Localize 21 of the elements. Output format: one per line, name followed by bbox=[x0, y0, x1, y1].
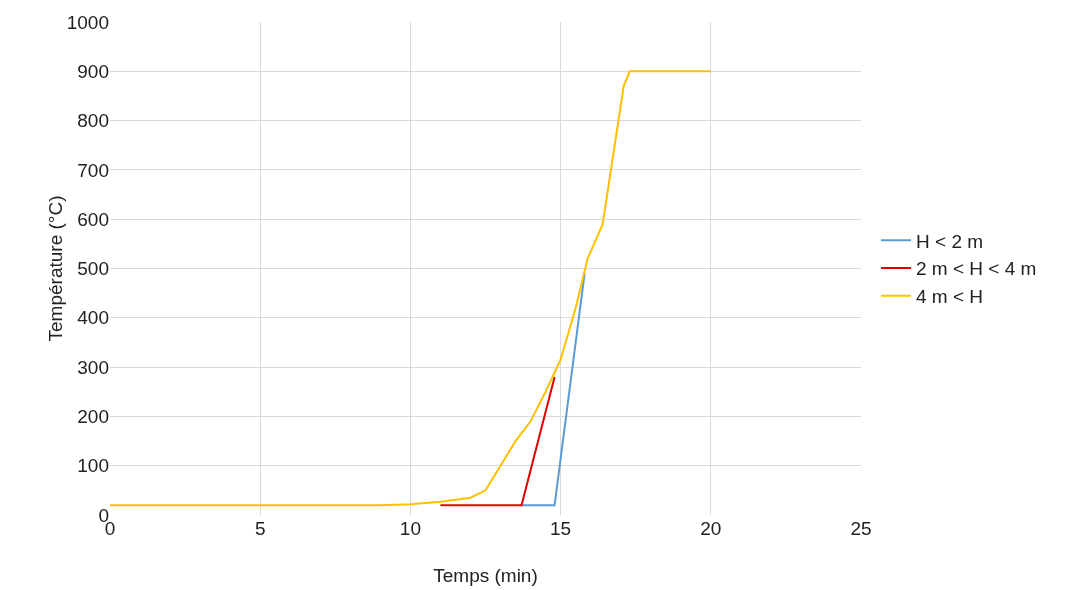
y-tick-label: 400 bbox=[77, 307, 109, 329]
x-tick-label: 25 bbox=[850, 518, 872, 539]
y-tick-label: 900 bbox=[77, 60, 109, 82]
y-tick-label: 500 bbox=[77, 258, 109, 280]
y-tick-label: 100 bbox=[77, 455, 109, 477]
y-tick-label: 300 bbox=[77, 356, 109, 378]
x-axis-title: Temps (min) bbox=[433, 565, 538, 586]
legend-label: H < 2 m bbox=[916, 230, 984, 252]
x-tick-label: 20 bbox=[700, 518, 722, 539]
x-tick-label: 5 bbox=[254, 518, 266, 539]
y-axis-title: Température (°C) bbox=[45, 195, 66, 342]
y-tick-label: 800 bbox=[77, 110, 109, 132]
x-tick-label: 10 bbox=[399, 518, 421, 539]
line-series bbox=[110, 70, 712, 507]
y-tick-label: 1000 bbox=[66, 11, 109, 33]
y-tick-label: 600 bbox=[77, 208, 109, 230]
x-tick-label: 15 bbox=[550, 518, 572, 539]
y-tick-label: 700 bbox=[77, 159, 109, 181]
legend-label: 4 m < H bbox=[916, 286, 984, 308]
legend-label: 2 m < H < 4 m bbox=[916, 258, 1037, 280]
y-tick-label: 200 bbox=[77, 406, 109, 428]
